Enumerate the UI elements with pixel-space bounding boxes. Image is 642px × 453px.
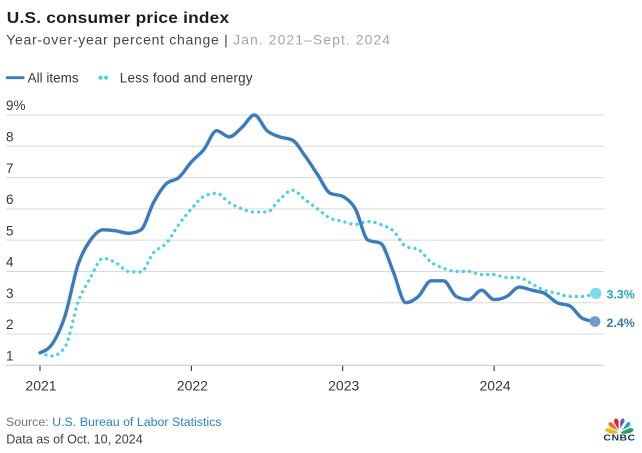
svg-text:CNBC: CNBC [603,433,635,443]
svg-text:Source: U.S. Bureau of Labor S: Source: U.S. Bureau of Labor Statistics [6,415,222,429]
svg-text:2024: 2024 [480,378,511,394]
svg-text:2022: 2022 [177,378,208,394]
svg-text:5: 5 [6,223,14,238]
svg-text:2021: 2021 [25,378,56,394]
svg-text:9%: 9% [6,98,26,113]
svg-text:2023: 2023 [328,378,359,394]
svg-text:7: 7 [6,161,14,176]
svg-text:Year-over-year percent change: Year-over-year percent change | Jan. 202… [6,31,391,47]
svg-text:Data as of Oct. 10, 2024: Data as of Oct. 10, 2024 [6,432,143,446]
svg-text:3.3%: 3.3% [607,288,635,302]
svg-text:Less food and energy: Less food and energy [120,71,253,86]
svg-text:3: 3 [6,286,14,301]
svg-text:All items: All items [28,71,79,86]
svg-text:2.4%: 2.4% [607,316,635,330]
svg-text:6: 6 [6,192,14,207]
svg-text:U.S. consumer price index: U.S. consumer price index [7,10,230,27]
svg-text:1: 1 [6,349,14,364]
svg-text:4: 4 [6,255,14,270]
svg-text:2: 2 [6,317,14,332]
svg-text:8: 8 [6,129,14,144]
